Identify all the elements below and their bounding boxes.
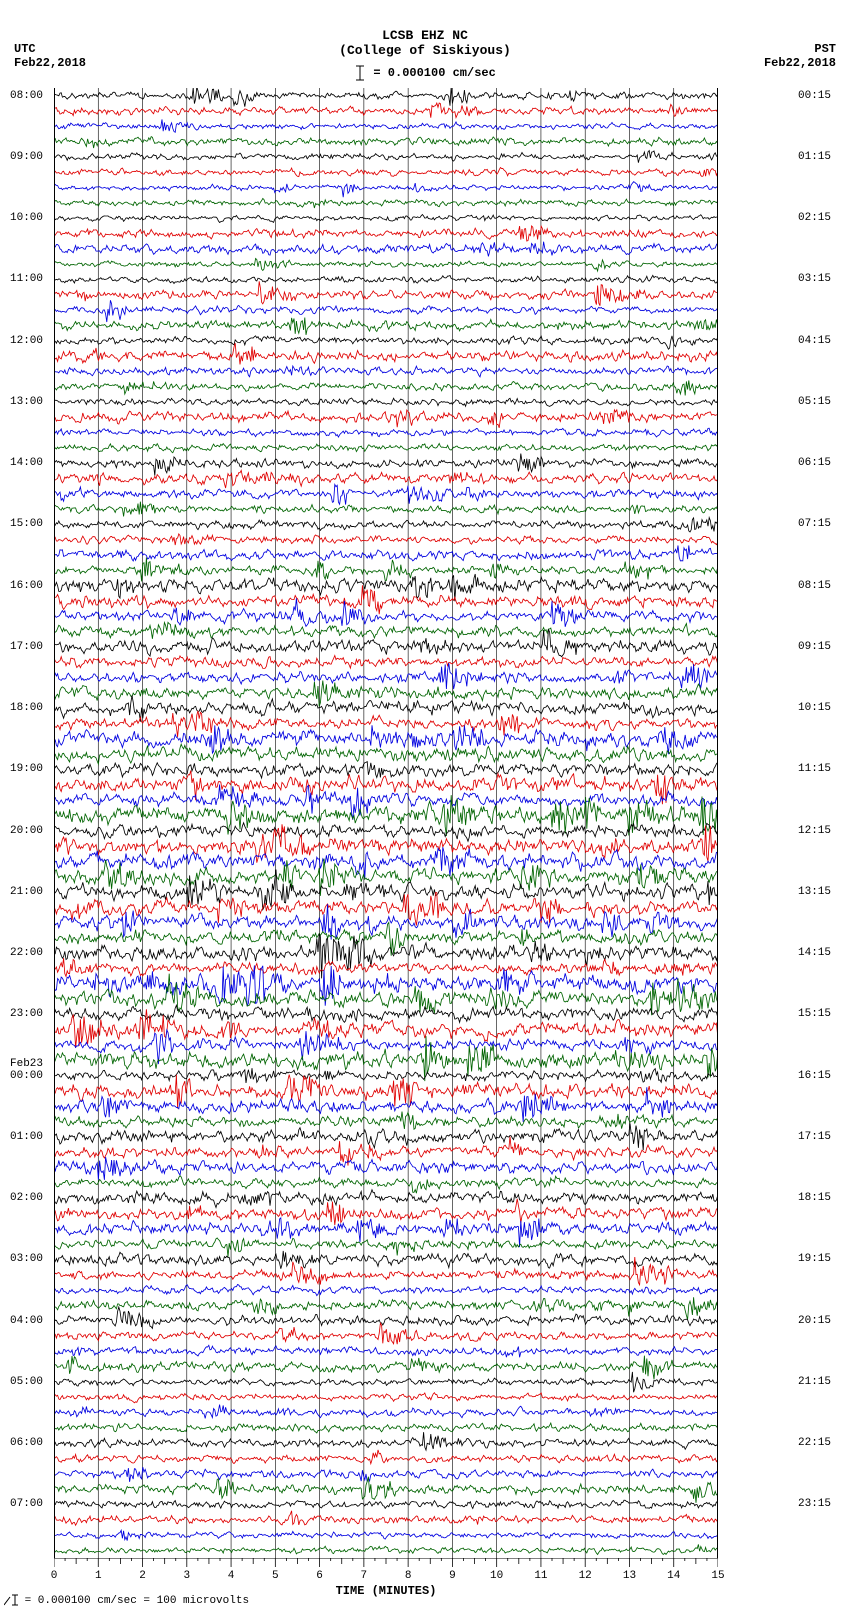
left-time-label: 22:00: [10, 947, 43, 959]
x-tick-label: 6: [316, 1570, 323, 1582]
right-time-label: 05:15: [798, 396, 831, 408]
x-tick-label: 15: [711, 1570, 724, 1582]
right-time-label: 13:15: [798, 886, 831, 898]
left-time-label: 15:00: [10, 518, 43, 530]
right-time-label: 02:15: [798, 212, 831, 224]
right-time-label: 17:15: [798, 1131, 831, 1143]
left-time-label: 20:00: [10, 825, 43, 837]
left-time-label: 23:00: [10, 1008, 43, 1020]
right-time-label: 16:15: [798, 1070, 831, 1082]
left-time-label: 08:00: [10, 90, 43, 102]
left-time-label: 09:00: [10, 151, 43, 163]
left-time-label: 19:00: [10, 763, 43, 775]
x-tick-label: 10: [490, 1570, 503, 1582]
left-time-label: 00:00: [10, 1070, 43, 1082]
chart-title: LCSB EHZ NC: [0, 28, 850, 43]
right-time-label: 19:15: [798, 1253, 831, 1265]
y-axis-right: 00:15 01:15 02:15 03:15 04:15 05:15 06:15 07:15…: [798, 88, 840, 1558]
seismogram-container: UTC Feb22,2018 PST Feb22,2018 LCSB EHZ N…: [0, 0, 850, 1613]
x-tick-label: 9: [449, 1570, 456, 1582]
x-tick-label: 4: [228, 1570, 235, 1582]
x-tick-label: 0: [51, 1570, 58, 1582]
left-time-label: 02:00: [10, 1192, 43, 1204]
right-time-label: 15:15: [798, 1008, 831, 1020]
right-time-label: 18:15: [798, 1192, 831, 1204]
footer-text: = 0.000100 cm/sec = 100 microvolts: [25, 1595, 249, 1607]
left-time-label: 14:00: [10, 457, 43, 469]
left-time-label: 05:00: [10, 1376, 43, 1388]
right-time-label: 11:15: [798, 763, 831, 775]
chart-subtitle: (College of Siskiyous): [0, 43, 850, 58]
left-time-label: 21:00: [10, 886, 43, 898]
right-time-label: 00:15: [798, 90, 831, 102]
scale-bar-icon: [354, 64, 366, 82]
x-tick-label: 3: [183, 1570, 190, 1582]
footer-scale: = 0.000100 cm/sec = 100 microvolts: [4, 1593, 249, 1607]
right-time-label: 14:15: [798, 947, 831, 959]
left-time-label: 18:00: [10, 702, 43, 714]
right-time-label: 09:15: [798, 641, 831, 653]
x-axis-title: TIME (MINUTES): [336, 1584, 437, 1598]
left-time-label: 07:00: [10, 1498, 43, 1510]
left-time-label: 03:00: [10, 1253, 43, 1265]
left-time-label: 16:00: [10, 580, 43, 592]
tz-left-date: Feb22,2018: [14, 56, 86, 70]
tz-left-label: UTC: [14, 42, 86, 56]
right-time-label: 06:15: [798, 457, 831, 469]
x-tick-label: 2: [139, 1570, 146, 1582]
left-time-label: 01:00: [10, 1131, 43, 1143]
tz-right-date: Feb22,2018: [764, 56, 836, 70]
left-time-label: 17:00: [10, 641, 43, 653]
x-tick-label: 12: [579, 1570, 592, 1582]
right-time-label: 21:15: [798, 1376, 831, 1388]
right-time-label: 01:15: [798, 151, 831, 163]
right-time-label: 10:15: [798, 702, 831, 714]
x-tick-label: 8: [405, 1570, 412, 1582]
x-tick-label: 14: [667, 1570, 680, 1582]
left-time-label: 11:00: [10, 273, 43, 285]
left-time-label: 06:00: [10, 1437, 43, 1449]
right-time-label: 20:15: [798, 1315, 831, 1327]
x-tick-label: 5: [272, 1570, 279, 1582]
right-time-label: 22:15: [798, 1437, 831, 1449]
y-axis-left: 08:00 09:00 10:00 11:00 12:00 13:00 14:00 15:00…: [10, 88, 52, 1558]
right-time-label: 23:15: [798, 1498, 831, 1510]
x-axis-ticks-svg: [54, 1558, 718, 1572]
left-time-label: 13:00: [10, 396, 43, 408]
right-time-label: 08:15: [798, 580, 831, 592]
left-time-label: 04:00: [10, 1315, 43, 1327]
left-time-label: 10:00: [10, 212, 43, 224]
chart-header: LCSB EHZ NC (College of Siskiyous) = 0.0…: [0, 0, 850, 82]
footer-scale-bar-icon: [4, 1593, 18, 1607]
scale-indicator: = 0.000100 cm/sec: [0, 64, 850, 82]
plot-area: [54, 88, 718, 1558]
x-tick-label: 7: [361, 1570, 368, 1582]
x-tick-label: 11: [534, 1570, 547, 1582]
tz-right-block: PST Feb22,2018: [764, 42, 836, 70]
left-date-break: Feb23: [10, 1058, 43, 1070]
right-time-label: 04:15: [798, 335, 831, 347]
x-tick-label: 13: [623, 1570, 636, 1582]
left-time-label: 12:00: [10, 335, 43, 347]
plot-border: [54, 88, 718, 1558]
right-time-label: 12:15: [798, 825, 831, 837]
right-time-label: 03:15: [798, 273, 831, 285]
right-time-label: 07:15: [798, 518, 831, 530]
tz-left-block: UTC Feb22,2018: [14, 42, 86, 70]
scale-text: = 0.000100 cm/sec: [373, 66, 495, 80]
tz-right-label: PST: [764, 42, 836, 56]
x-tick-label: 1: [95, 1570, 102, 1582]
